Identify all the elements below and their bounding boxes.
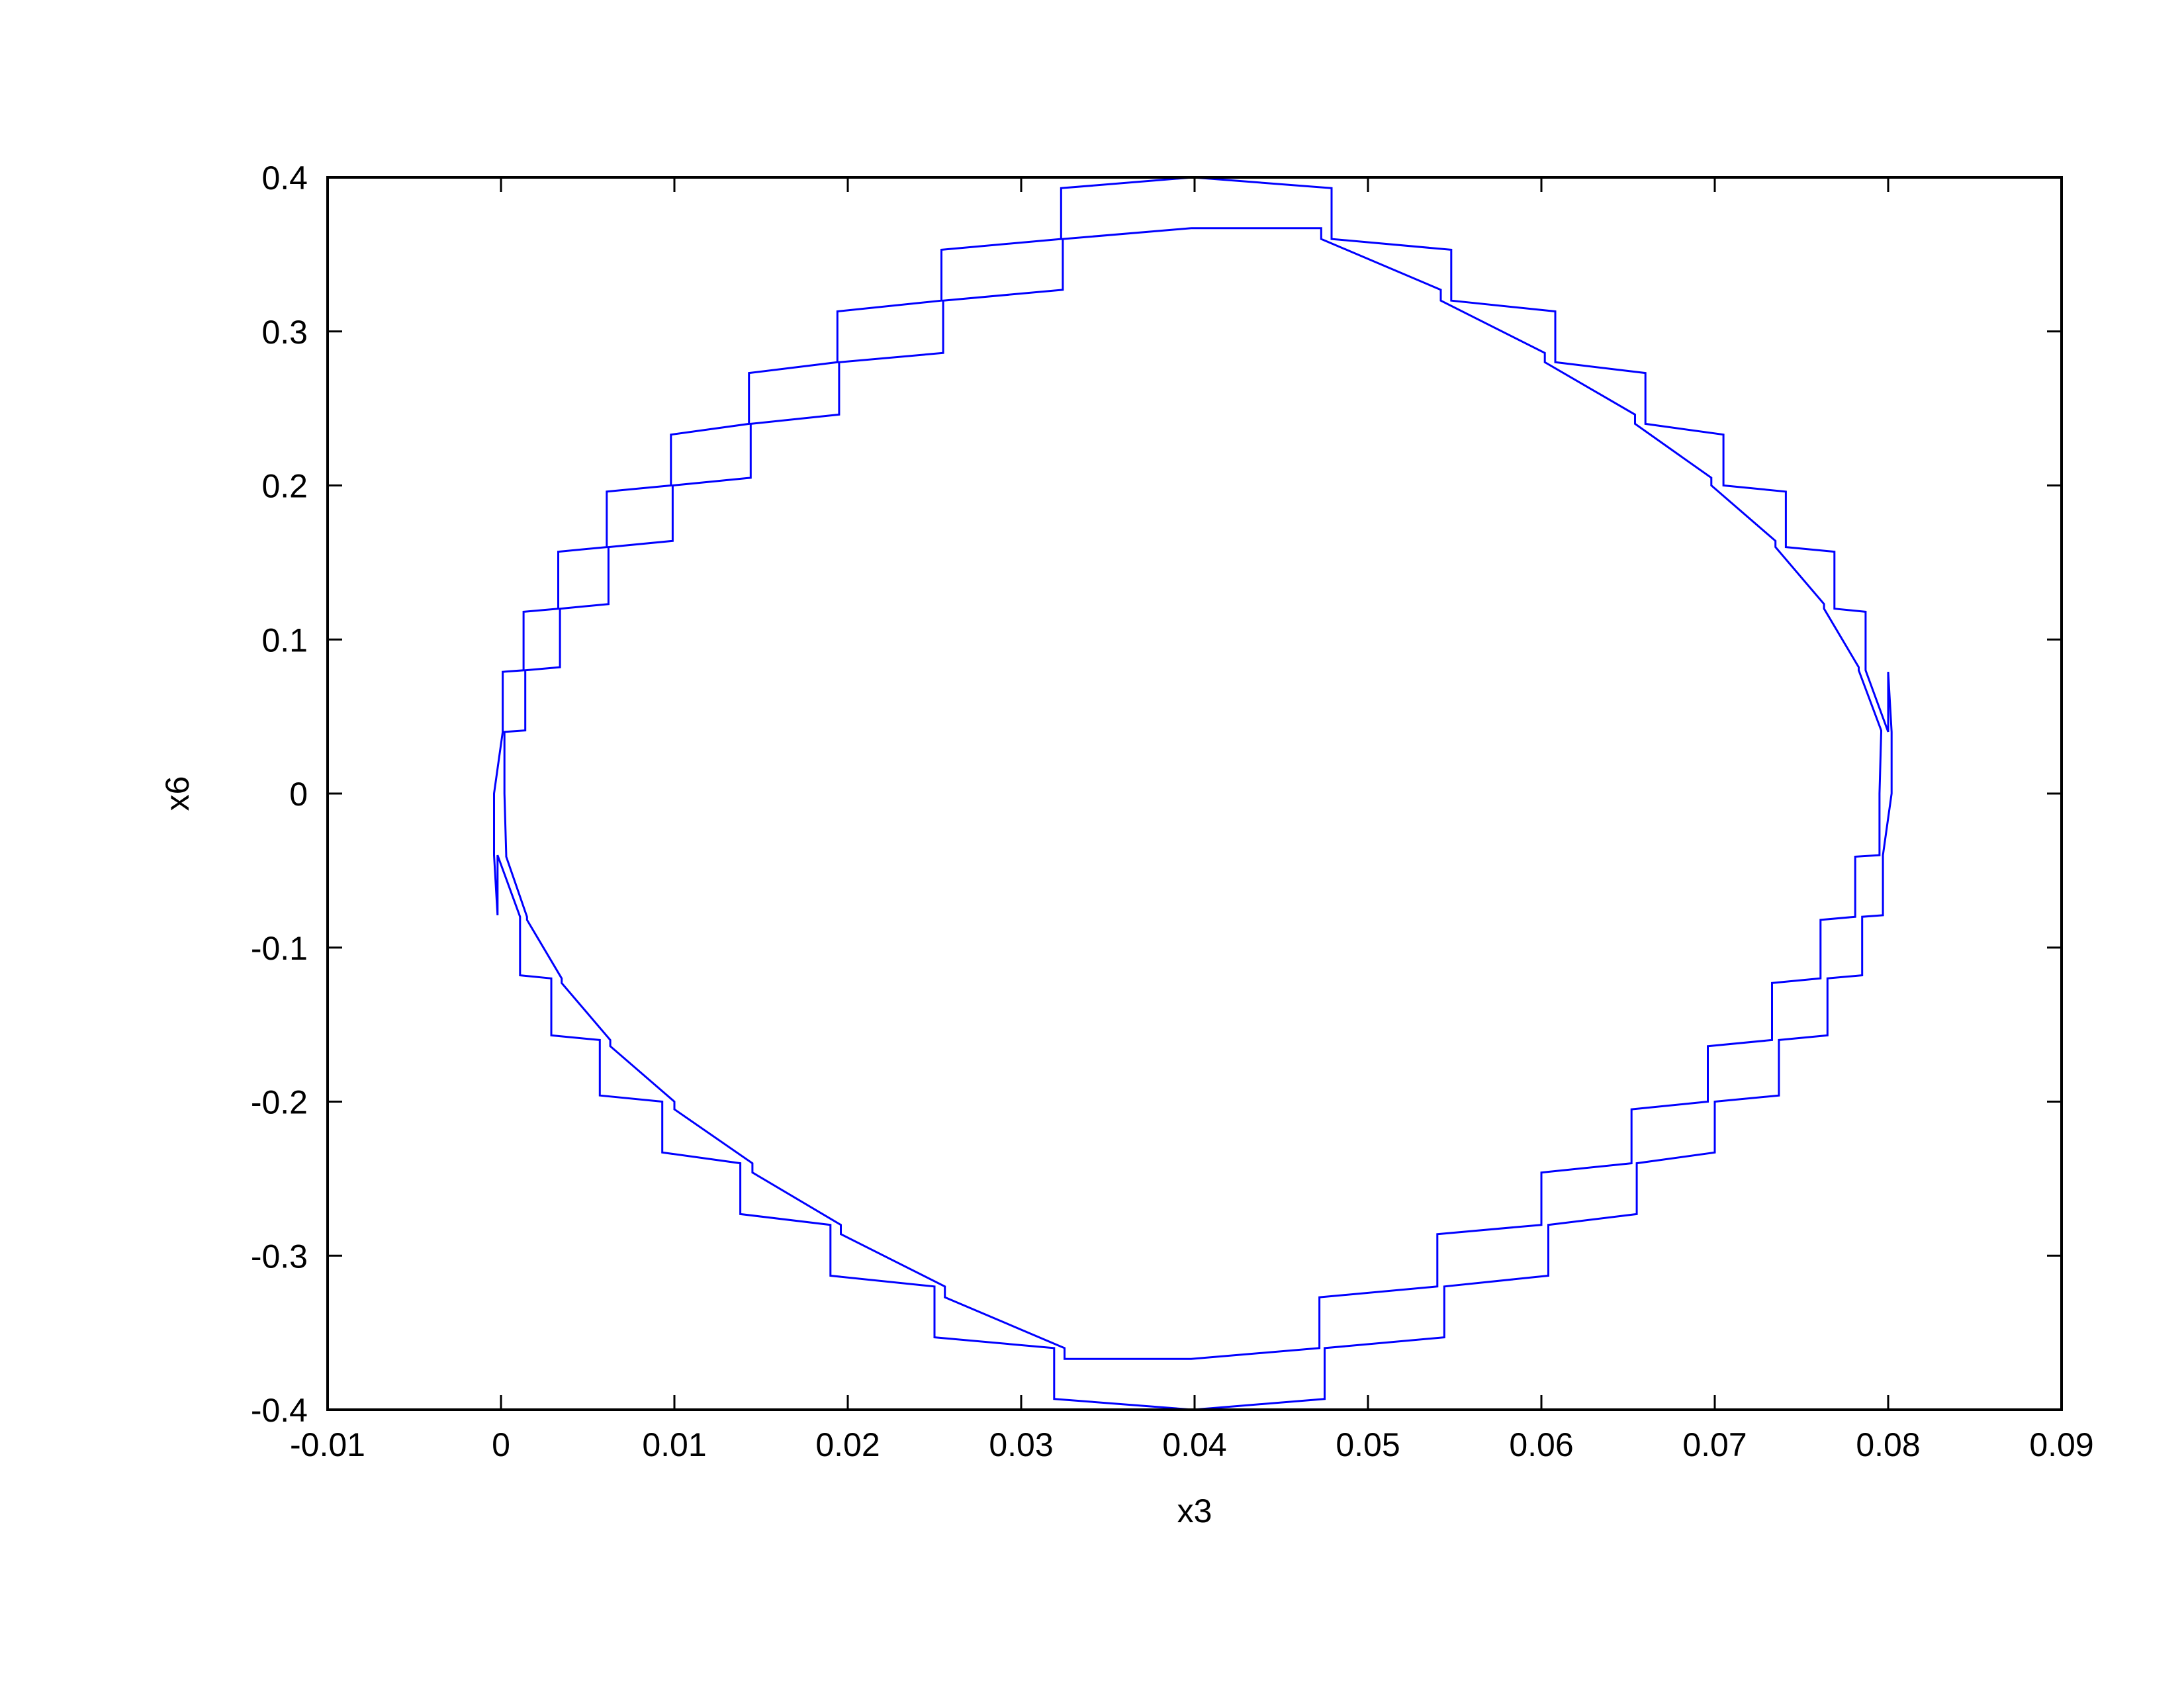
x-tick-label: 0.07	[1682, 1426, 1747, 1463]
y-tick-label: 0.2	[261, 468, 308, 505]
x-tick-label: -0.01	[290, 1426, 365, 1463]
x-tick-label: 0.06	[1509, 1426, 1573, 1463]
x-tick-label: 0.04	[1162, 1426, 1226, 1463]
x-tick-label: 0.09	[2029, 1426, 2093, 1463]
x-tick-label: 0	[492, 1426, 510, 1463]
y-tick-label: -0.2	[251, 1084, 308, 1121]
x-tick-label: 0.02	[815, 1426, 880, 1463]
x-axis-label: x3	[1177, 1492, 1212, 1530]
y-tick-label: -0.1	[251, 930, 308, 967]
series-line-2	[503, 227, 1882, 1360]
x-tick-label: 0.03	[989, 1426, 1053, 1463]
y-tick-label: -0.3	[251, 1238, 308, 1275]
y-tick-label: 0.4	[261, 160, 308, 197]
y-axis-label: x6	[159, 776, 196, 811]
tick-labels: -0.01 0 0.01 0.02 0.03 0.04 0.05 0.06 0.07 0.08 0.…	[251, 160, 2094, 1463]
y-tick-label: 0.3	[261, 314, 308, 351]
y-tick-label: 0.1	[261, 621, 308, 659]
y-tick-label: 0	[289, 776, 308, 813]
plot-frame	[326, 176, 2063, 1411]
y-tick-label: -0.4	[251, 1392, 308, 1429]
x-tick-label: 0.05	[1336, 1426, 1400, 1463]
x-tick-label: 0.01	[642, 1426, 706, 1463]
x-tick-label: 0.08	[1856, 1426, 1920, 1463]
